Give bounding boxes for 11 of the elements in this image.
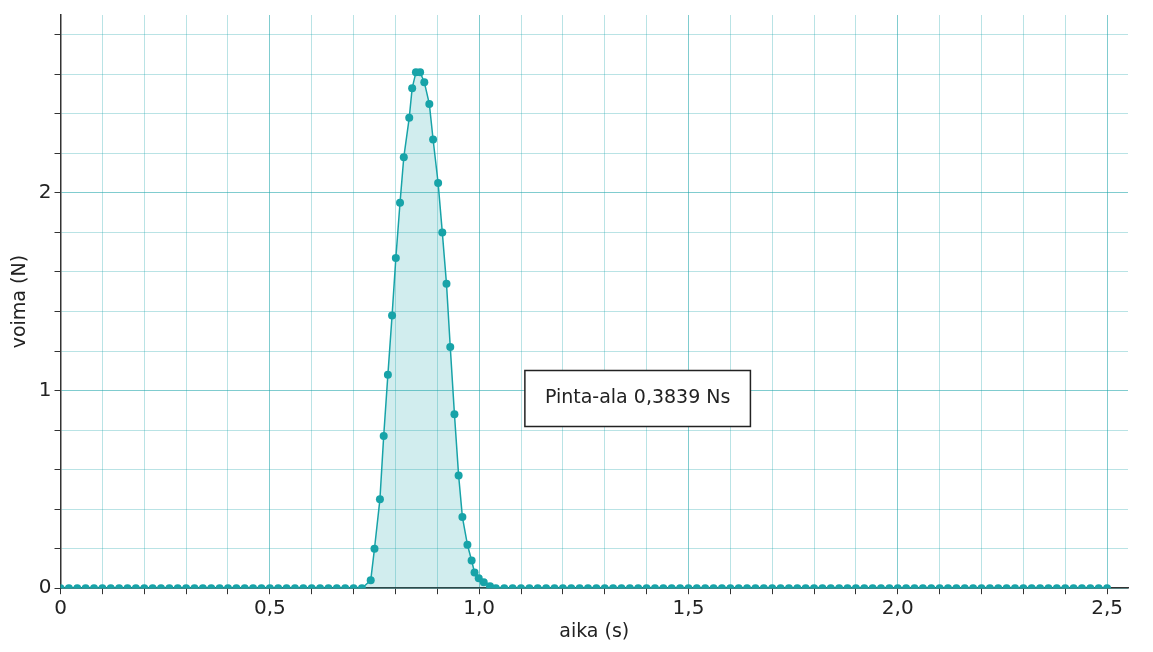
x-tick-label: 1,5 [672, 595, 705, 620]
x-tick-label: 0,5 [253, 595, 286, 620]
y-tick-label: 0 [38, 574, 52, 599]
x-tick-label: 1,0 [463, 595, 496, 620]
annotation: Pinta-ala 0,3839 Ns [544, 385, 731, 408]
x-tick-label: 2,0 [881, 595, 914, 620]
y-axis-title: voima (N) [7, 254, 30, 349]
x-tick-label: 2,5 [1091, 595, 1123, 620]
y-tick-label: 2 [38, 179, 52, 204]
x-axis-title: aika (s) [559, 618, 630, 641]
y-tick-label: 1 [38, 376, 52, 401]
